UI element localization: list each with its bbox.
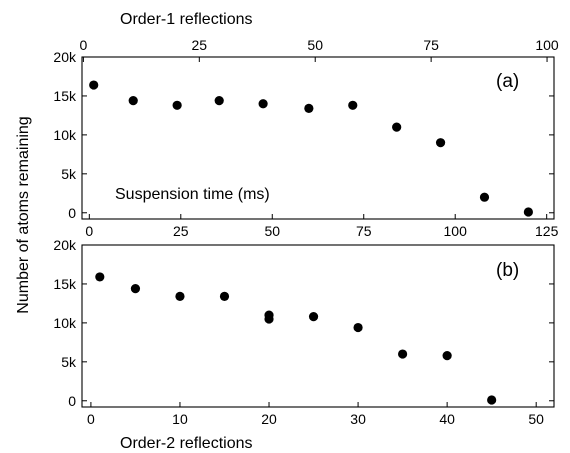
data-point [95,272,105,282]
data-point [304,103,314,114]
x-tick-label: 25 [173,223,189,239]
data-point [479,192,490,202]
panel-a-top-axis-title: Order-1 reflections [120,11,253,28]
top-x-tick-label: 25 [192,37,208,53]
data-point [264,314,274,324]
panel-a-inner-xlabel: Suspension time (ms) [115,186,270,203]
data-point [353,322,363,333]
panel-a: Order-1 reflections Suspension time (ms)… [53,11,559,239]
data-point [435,138,446,148]
panel-b-y-ticks: 0 5k 10k 15k 20k [53,237,554,409]
x-tick-label: 125 [535,223,559,239]
top-x-tick-label: 75 [423,37,439,53]
data-point [487,395,497,405]
panel-b-x-ticks: 0 10 20 30 40 50 [87,402,544,427]
data-point [523,207,533,217]
x-tick-label: 50 [264,223,280,239]
panel-b-frame [81,244,555,408]
data-point [308,312,319,322]
panel-b-tag: (b) [496,260,519,281]
x-tick-label: 20 [261,411,277,427]
x-tick-label: 30 [350,411,366,427]
data-point [175,291,185,302]
y-tick-label: 5k [61,354,77,370]
data-point [392,122,402,132]
x-tick-label: 10 [172,411,188,427]
panel-a-points [89,80,533,217]
panel-a-x-ticks: 0 25 50 75 100 125 [85,214,559,239]
data-point [130,284,141,294]
panel-b-points [95,272,497,405]
y-tick-label: 15k [53,88,77,104]
y-axis-title: Number of atoms remaining [15,116,32,313]
y-tick-label: 5k [61,166,77,182]
y-tick-label: 0 [68,205,76,221]
data-point [258,99,268,109]
panel-b: (b) Order-2 reflections 0 10 20 30 40 50 0 5k 1… [53,237,555,452]
data-point [128,96,138,106]
panel-a-frame [81,56,555,220]
x-tick-label: 100 [444,223,468,239]
data-point [442,350,452,361]
y-tick-label: 15k [53,276,77,292]
data-point [398,349,408,359]
y-tick-label: 10k [53,315,77,331]
x-tick-label: 40 [439,411,455,427]
x-tick-label: 0 [87,411,95,427]
panel-b-x-axis-title: Order-2 reflections [120,435,253,452]
data-point [89,80,99,90]
data-point [348,100,358,110]
x-tick-label: 0 [85,223,93,239]
data-point [172,100,182,110]
panel-a-y-ticks: 0 5k 10k 15k 20k [53,49,554,221]
top-x-tick-label: 100 [535,37,559,53]
x-tick-label: 75 [356,223,372,239]
y-tick-label: 10k [53,127,77,143]
data-point [219,291,230,302]
x-tick-label: 50 [528,411,544,427]
y-tick-label: 20k [53,49,77,65]
panel-a-top-x-ticks: 0 25 50 75 100 [79,37,559,62]
y-tick-label: 20k [53,237,77,253]
y-tick-label: 0 [68,393,76,409]
top-x-tick-label: 50 [307,37,323,53]
top-x-tick-label: 0 [79,37,87,53]
data-point [214,96,224,106]
panel-a-tag: (a) [496,71,519,92]
